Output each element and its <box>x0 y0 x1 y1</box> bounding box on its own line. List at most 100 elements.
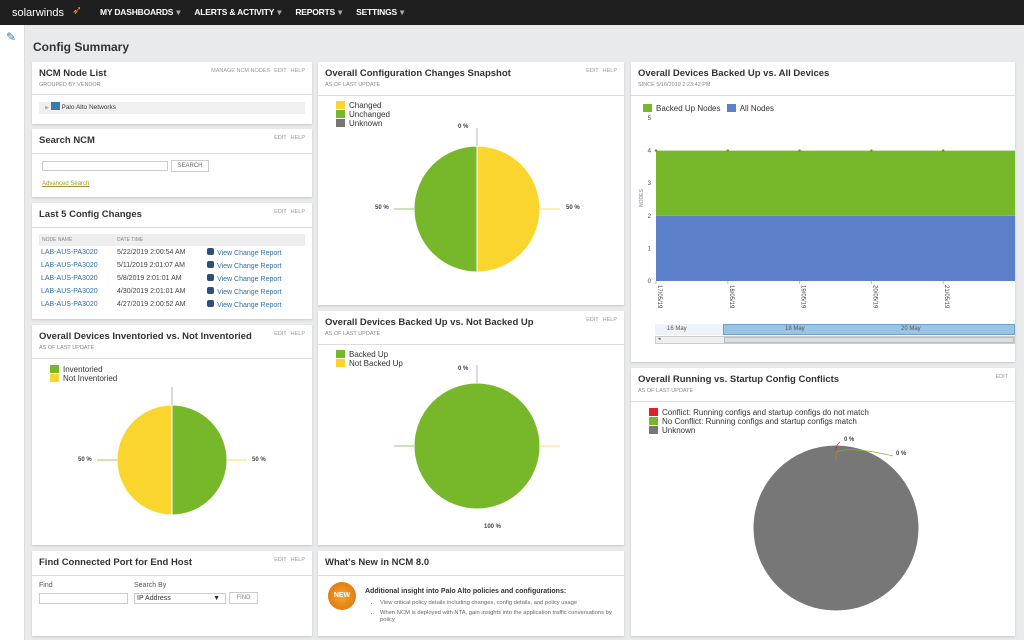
last-5-config-changes-panel: Last 5 Config Changes EDIT HELP NODE NAME… <box>32 203 312 319</box>
legend-label: No Conflict: Running configs and startup… <box>662 417 857 426</box>
top-nav-bar: solarwinds ➶ MY DASHBOARDS ▾ ALERTS & ACTI… <box>0 0 1024 25</box>
help-link[interactable]: HELP <box>290 68 305 74</box>
legend-label: Inventoried <box>63 365 103 374</box>
area-all-nodes <box>656 215 1015 281</box>
scrollbar-thumb[interactable] <box>724 337 1014 343</box>
view-change-report-link[interactable]: View Change Report <box>217 250 282 257</box>
pie-slice[interactable] <box>752 444 920 612</box>
legend-label: All Nodes <box>739 104 774 113</box>
x-tick-label: 20/05/19 <box>871 285 877 309</box>
data-point[interactable] <box>798 149 801 152</box>
legend-swatch <box>643 104 652 112</box>
search-input[interactable] <box>42 161 168 171</box>
vendor-tree-item[interactable]: ▶ Palo Alto Networks <box>39 102 305 114</box>
navigator-label: 16 May <box>667 326 687 332</box>
edit-link[interactable]: EDIT <box>274 209 287 215</box>
find-input[interactable] <box>39 593 128 604</box>
help-link[interactable]: HELP <box>602 317 617 323</box>
view-change-report-link[interactable]: View Change Report <box>217 276 282 283</box>
edit-link[interactable]: EDIT <box>274 557 287 563</box>
chart-legend: Changed Unchanged Unknown <box>336 101 390 128</box>
edit-link[interactable]: EDIT <box>274 331 287 337</box>
data-point[interactable] <box>654 149 658 152</box>
find-button[interactable]: FIND <box>229 592 258 604</box>
edit-link[interactable]: EDIT <box>586 68 599 74</box>
list-item: View critical policy details including c… <box>380 600 620 607</box>
edit-link[interactable]: EDIT <box>274 68 287 74</box>
legend-swatch <box>726 104 736 112</box>
legend-item: Changed <box>336 101 390 110</box>
legend-swatch <box>336 350 345 358</box>
pencil-icon[interactable]: ✎ <box>6 30 17 44</box>
data-point[interactable] <box>870 149 873 152</box>
legend-label: Backed Up <box>349 350 389 359</box>
panel-title: Overall Devices Backed Up vs. All Device… <box>638 68 830 79</box>
table-row: LAB-AUS-PA3020 5/8/2019 2:01:01 AM View Ch… <box>39 272 305 285</box>
backed-up-vs-all-panel: Overall Devices Backed Up vs. All Device… <box>631 62 1015 362</box>
solarwinds-logo[interactable]: solarwinds ➶ <box>12 3 82 19</box>
edit-link[interactable]: EDIT <box>995 374 1008 380</box>
navigator-selection[interactable] <box>723 324 1015 335</box>
pie-slice[interactable] <box>413 145 478 273</box>
node-link[interactable]: LAB-AUS-PA3020 <box>41 288 98 295</box>
selected-value: IP Address <box>137 595 171 602</box>
pie-slice[interactable] <box>116 404 173 516</box>
table-row: LAB-AUS-PA3020 5/11/2019 2:01:07 AM View C… <box>39 259 305 272</box>
manage-nodes-link[interactable]: MANAGE NCM NODES <box>211 68 271 74</box>
date-time: 5/8/2019 2:01:01 AM <box>117 275 182 282</box>
menu-label: ALERTS & ACTIVITY <box>194 7 275 17</box>
menu-alerts-activity[interactable]: ALERTS & ACTIVITY ▾ <box>194 7 281 18</box>
x-tick-label: 19/05/19 <box>800 285 806 309</box>
data-point[interactable] <box>726 149 729 152</box>
legend-item: No Conflict: Running configs and startup… <box>649 417 869 426</box>
panel-title: Overall Configuration Changes Snapshot <box>325 68 511 79</box>
data-point[interactable] <box>942 149 945 152</box>
y-tick-label: 2 <box>648 214 652 220</box>
navigator-scrollbar[interactable]: ◂ <box>655 336 1015 344</box>
vendor-name: Palo Alto Networks <box>61 104 117 111</box>
node-link[interactable]: LAB-AUS-PA3020 <box>41 275 98 282</box>
legend-item: Not Backed Up <box>336 359 403 368</box>
conflicts-pie-chart <box>752 444 920 612</box>
help-link[interactable]: HELP <box>602 68 617 74</box>
help-link[interactable]: HELP <box>290 135 305 141</box>
pie-slice[interactable] <box>413 382 541 510</box>
time-navigator[interactable]: 16 May 18 May 20 May <box>655 324 1015 335</box>
pie-slice[interactable] <box>171 404 228 516</box>
scroll-left-icon[interactable]: ◂ <box>658 336 661 342</box>
expand-arrow-icon[interactable]: ▶ <box>45 105 49 111</box>
view-change-report-link[interactable]: View Change Report <box>217 263 282 270</box>
chart-legend: Conflict: Running configs and startup co… <box>649 408 869 435</box>
edit-link[interactable]: EDIT <box>274 135 287 141</box>
menu-settings[interactable]: SETTINGS ▾ <box>356 7 404 18</box>
menu-my-dashboards[interactable]: MY DASHBOARDS ▾ <box>100 7 181 18</box>
menu-reports[interactable]: REPORTS ▾ <box>295 7 342 18</box>
vendor-icon <box>50 102 60 110</box>
pie-slice[interactable] <box>476 145 541 273</box>
search-by-select[interactable]: IP Address ▼ <box>134 593 226 604</box>
column-header: DATE TIME <box>117 237 144 243</box>
legend-item: Unknown <box>649 426 869 435</box>
table-row: LAB-AUS-PA3020 4/27/2019 2:00:52 AM View C… <box>39 298 305 311</box>
node-link[interactable]: LAB-AUS-PA3020 <box>41 249 98 256</box>
legend-item: Unchanged <box>336 110 390 119</box>
find-label: Find <box>39 582 53 589</box>
edit-link[interactable]: EDIT <box>586 317 599 323</box>
x-tick-label: 18/05/19 <box>728 285 734 309</box>
help-link[interactable]: HELP <box>290 331 305 337</box>
legend-label: Backed Up Nodes <box>656 104 721 113</box>
view-change-report-link[interactable]: View Change Report <box>217 302 282 309</box>
node-link[interactable]: LAB-AUS-PA3020 <box>41 262 98 269</box>
y-tick-label: 1 <box>648 246 652 252</box>
view-change-report-link[interactable]: View Change Report <box>217 289 282 296</box>
search-button[interactable]: SEARCH <box>171 160 209 172</box>
page-title: Config Summary <box>33 40 130 54</box>
help-link[interactable]: HELP <box>290 209 305 215</box>
advanced-search-link[interactable]: Advanced Search <box>42 181 90 187</box>
slice-label: 50 % <box>375 205 389 211</box>
panel-subtitle: SINCE 5/16/2019 2:23:42 PM <box>638 82 711 88</box>
caret-down-icon: ▾ <box>176 7 181 17</box>
help-link[interactable]: HELP <box>290 557 305 563</box>
node-link[interactable]: LAB-AUS-PA3020 <box>41 301 98 308</box>
legend-swatch <box>50 365 59 373</box>
